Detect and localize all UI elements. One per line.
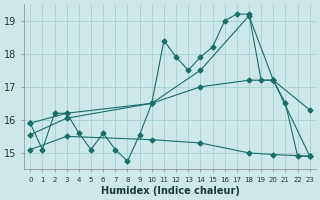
- X-axis label: Humidex (Indice chaleur): Humidex (Indice chaleur): [100, 186, 239, 196]
